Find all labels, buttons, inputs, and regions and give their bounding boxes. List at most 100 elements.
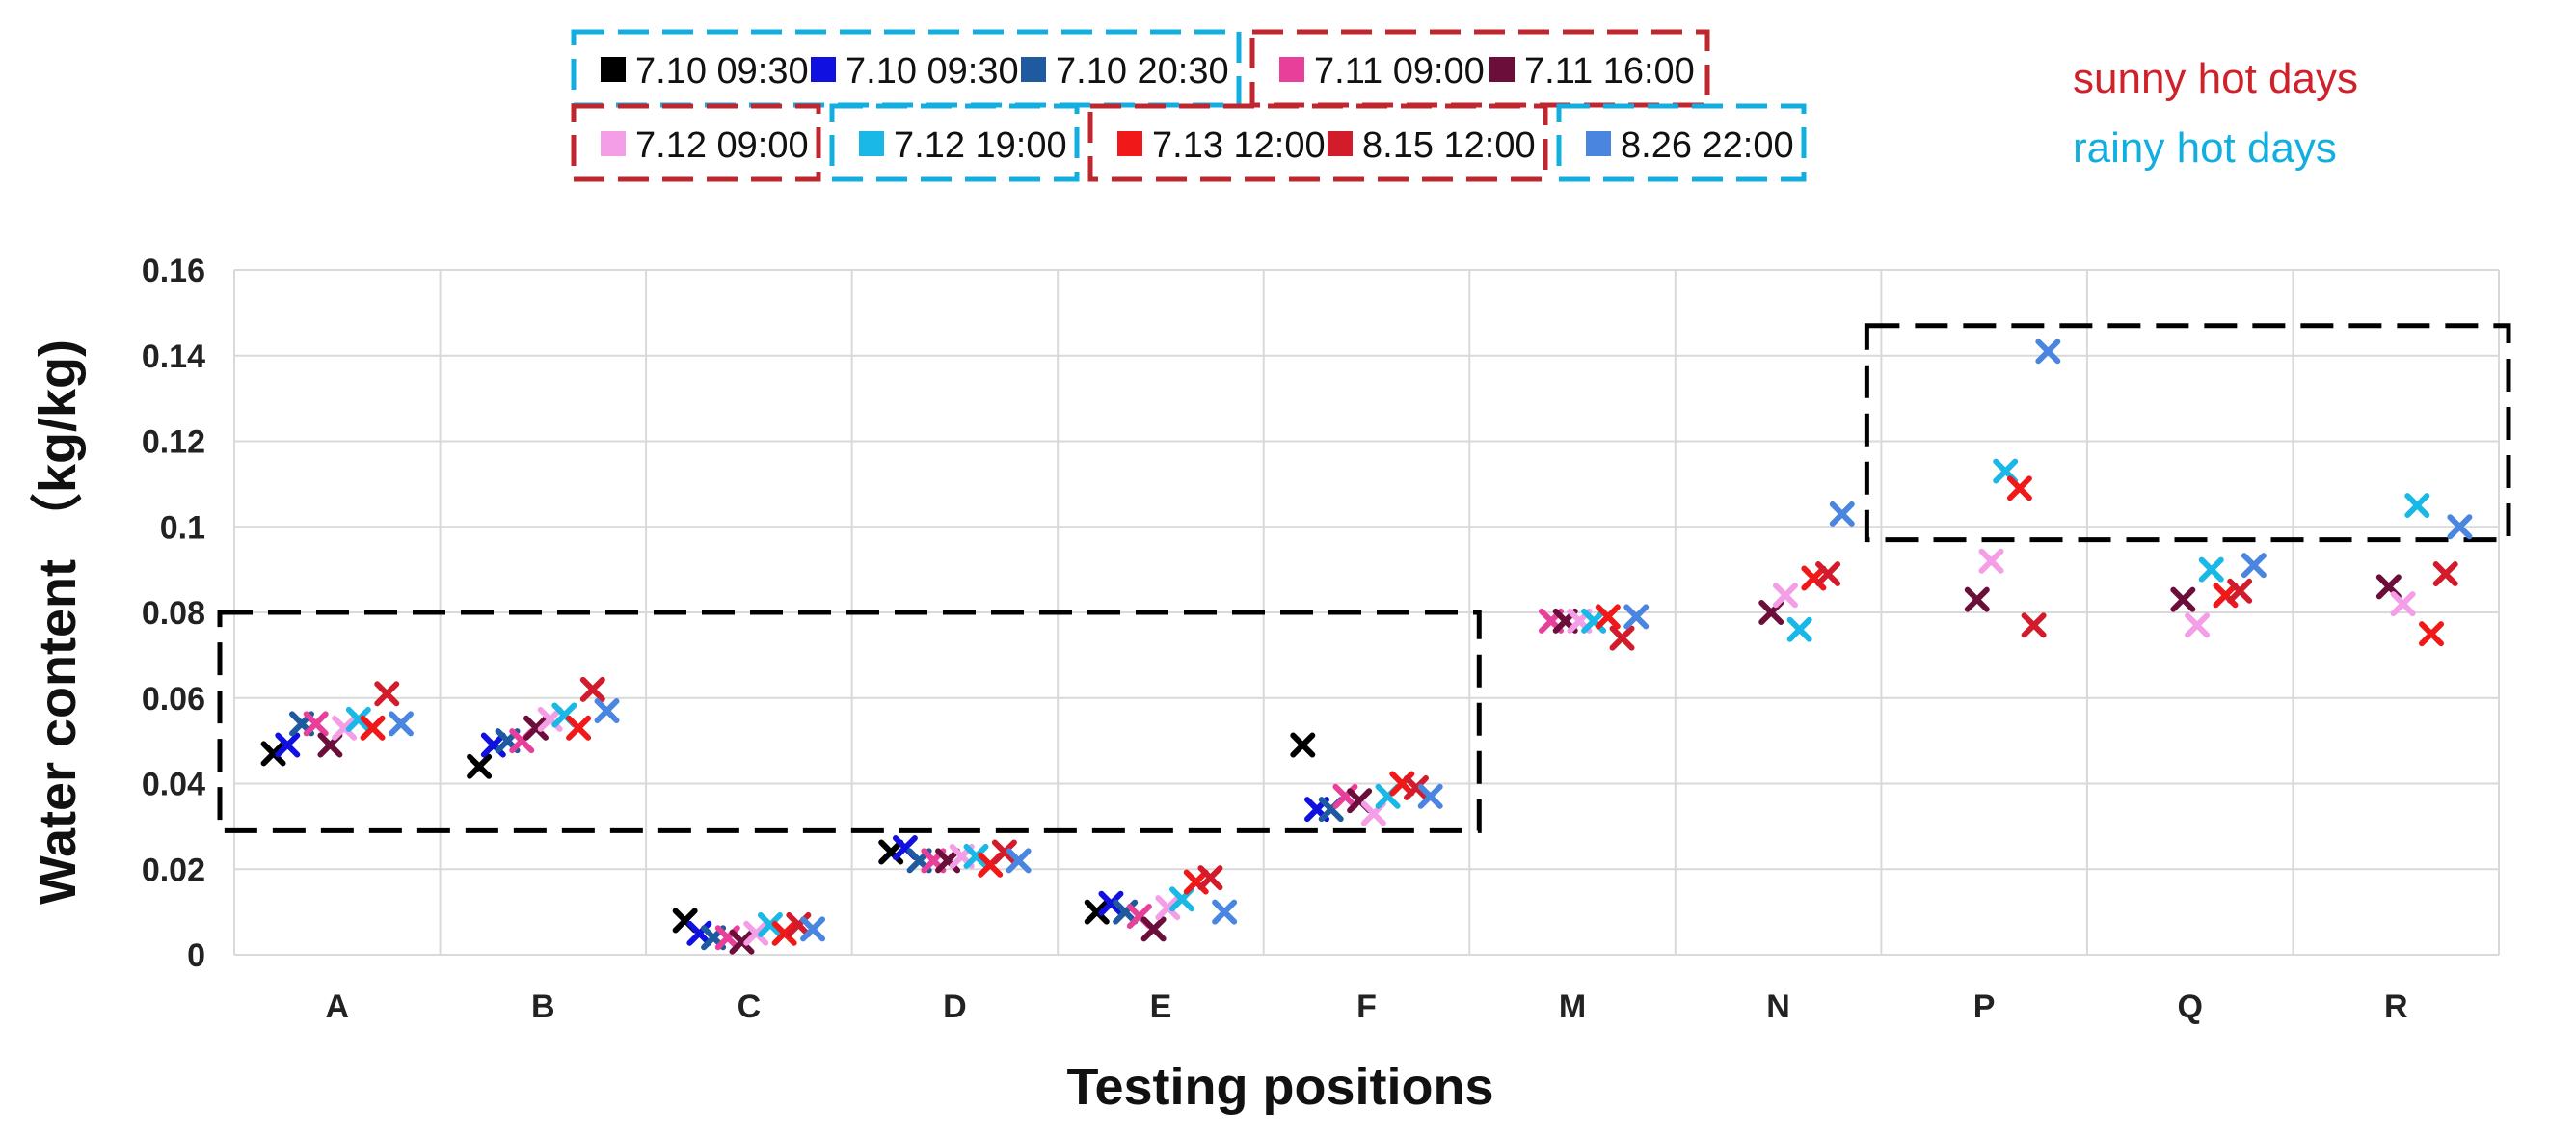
legend-swatch [1489,57,1515,82]
legend-group-box [571,103,821,182]
legend-swatch [1117,131,1142,156]
highlight-box [217,610,1482,833]
data-point [2241,553,2267,579]
data-point [303,711,329,737]
data-point [2447,514,2473,540]
data-point [260,741,286,767]
data-point [1084,899,1110,925]
x-tick-label: M [1559,989,1586,1025]
legend-swatch [1328,131,1353,156]
data-point [374,681,400,707]
axis-ticks: 0 0.02 0.04 0.06 0.08 0.1 0.12 0.14 0.16 A B C D E F M N… [142,253,2408,1025]
data-point [332,715,358,741]
sunny-days-annotation: sunny hot days [2073,55,2358,102]
data-point [771,920,797,946]
legend-swatch [601,57,626,82]
data-point [963,843,989,869]
data-point [1786,616,1812,642]
data-point [2419,621,2444,647]
x-tick-label: E [1150,989,1172,1025]
legend-label: 7.12 09:00 [635,125,809,166]
legend-label: 7.11 16:00 [1524,51,1695,92]
data-point [2198,556,2224,583]
legend-label: 7.11 09:00 [1314,51,1485,92]
x-tick-label: P [1973,989,1996,1025]
data-point [729,929,755,955]
data-point [2432,561,2458,587]
data-point [523,715,549,741]
data-point [1595,604,1621,630]
data-point [2021,612,2047,638]
legend: 7.10 09:30 7.10 09:30 7.10 20:30 7.11 09:00… [571,29,1807,182]
x-tick-label: A [325,989,349,1025]
data-point [2404,493,2430,519]
data-point [2170,586,2196,612]
data-point [388,711,414,737]
series-4 [303,608,1564,951]
data-point [1772,583,1798,609]
legend-label: 8.15 12:00 [1362,125,1536,166]
data-point [360,715,386,741]
series-1 [260,732,1316,934]
data-point [1212,899,1238,925]
highlight-boxes [217,323,2511,833]
data-point [345,706,371,732]
data-point [467,753,493,779]
series-7 [345,458,2430,937]
legend-label: 7.10 09:30 [635,51,809,92]
data-point [743,920,769,946]
highlight-box [1864,323,2511,543]
x-tick-label: N [1766,989,1790,1025]
data-point [2006,475,2032,501]
series-8 [360,475,2444,946]
series-6 [332,548,2416,946]
legend-swatch [1279,57,1304,82]
legend-label: 7.13 12:00 [1152,125,1326,166]
y-tick-label: 0 [187,937,205,974]
x-tick-label: B [531,989,555,1025]
data-point [757,911,783,937]
x-tick-label: R [2384,989,2408,1025]
y-tick-label: 0.04 [142,767,205,803]
y-tick-label: 0.12 [142,424,205,461]
data-point [1964,586,1990,612]
data-point [1197,865,1223,891]
series-10 [388,339,2473,942]
data-point [1417,783,1443,809]
x-tick-label: F [1356,989,1377,1025]
data-point [2390,591,2416,617]
data-point [1829,501,1855,527]
legend-group-box [1249,29,1710,108]
series-9 [374,561,2458,937]
data-point [1098,890,1124,916]
legend-label: 7.10 09:30 [845,51,1019,92]
legend-label: 7.12 19:00 [894,125,1067,166]
x-tick-label: Q [2177,989,2202,1025]
data-points [260,339,2473,955]
legend-swatch [1586,131,1611,156]
data-point [800,916,826,942]
rainy-days-annotation: rainy hot days [2073,124,2337,172]
legend-group-box [1087,103,1548,182]
data-point [1006,848,1032,874]
data-point [1290,732,1316,758]
y-tick-label: 0.14 [142,339,205,375]
legend-swatch [811,57,836,82]
legend-swatch [601,131,626,156]
data-point [1815,561,1841,587]
y-tick-label: 0.02 [142,852,205,888]
data-point [275,732,301,758]
x-axis-title: Testing positions [1067,1058,1494,1116]
legend-label: 7.10 20:30 [1056,51,1229,92]
x-tick-label: D [943,989,967,1025]
y-axis-title: Water content （kg/kg) [29,339,87,905]
data-point [1403,774,1429,800]
legend-group-box [829,103,1080,182]
data-point [1623,604,1650,630]
legend-swatch [1021,57,1046,82]
data-point [2185,612,2211,638]
data-point [1155,895,1181,921]
data-point [566,715,592,741]
legend-swatch [859,131,884,156]
